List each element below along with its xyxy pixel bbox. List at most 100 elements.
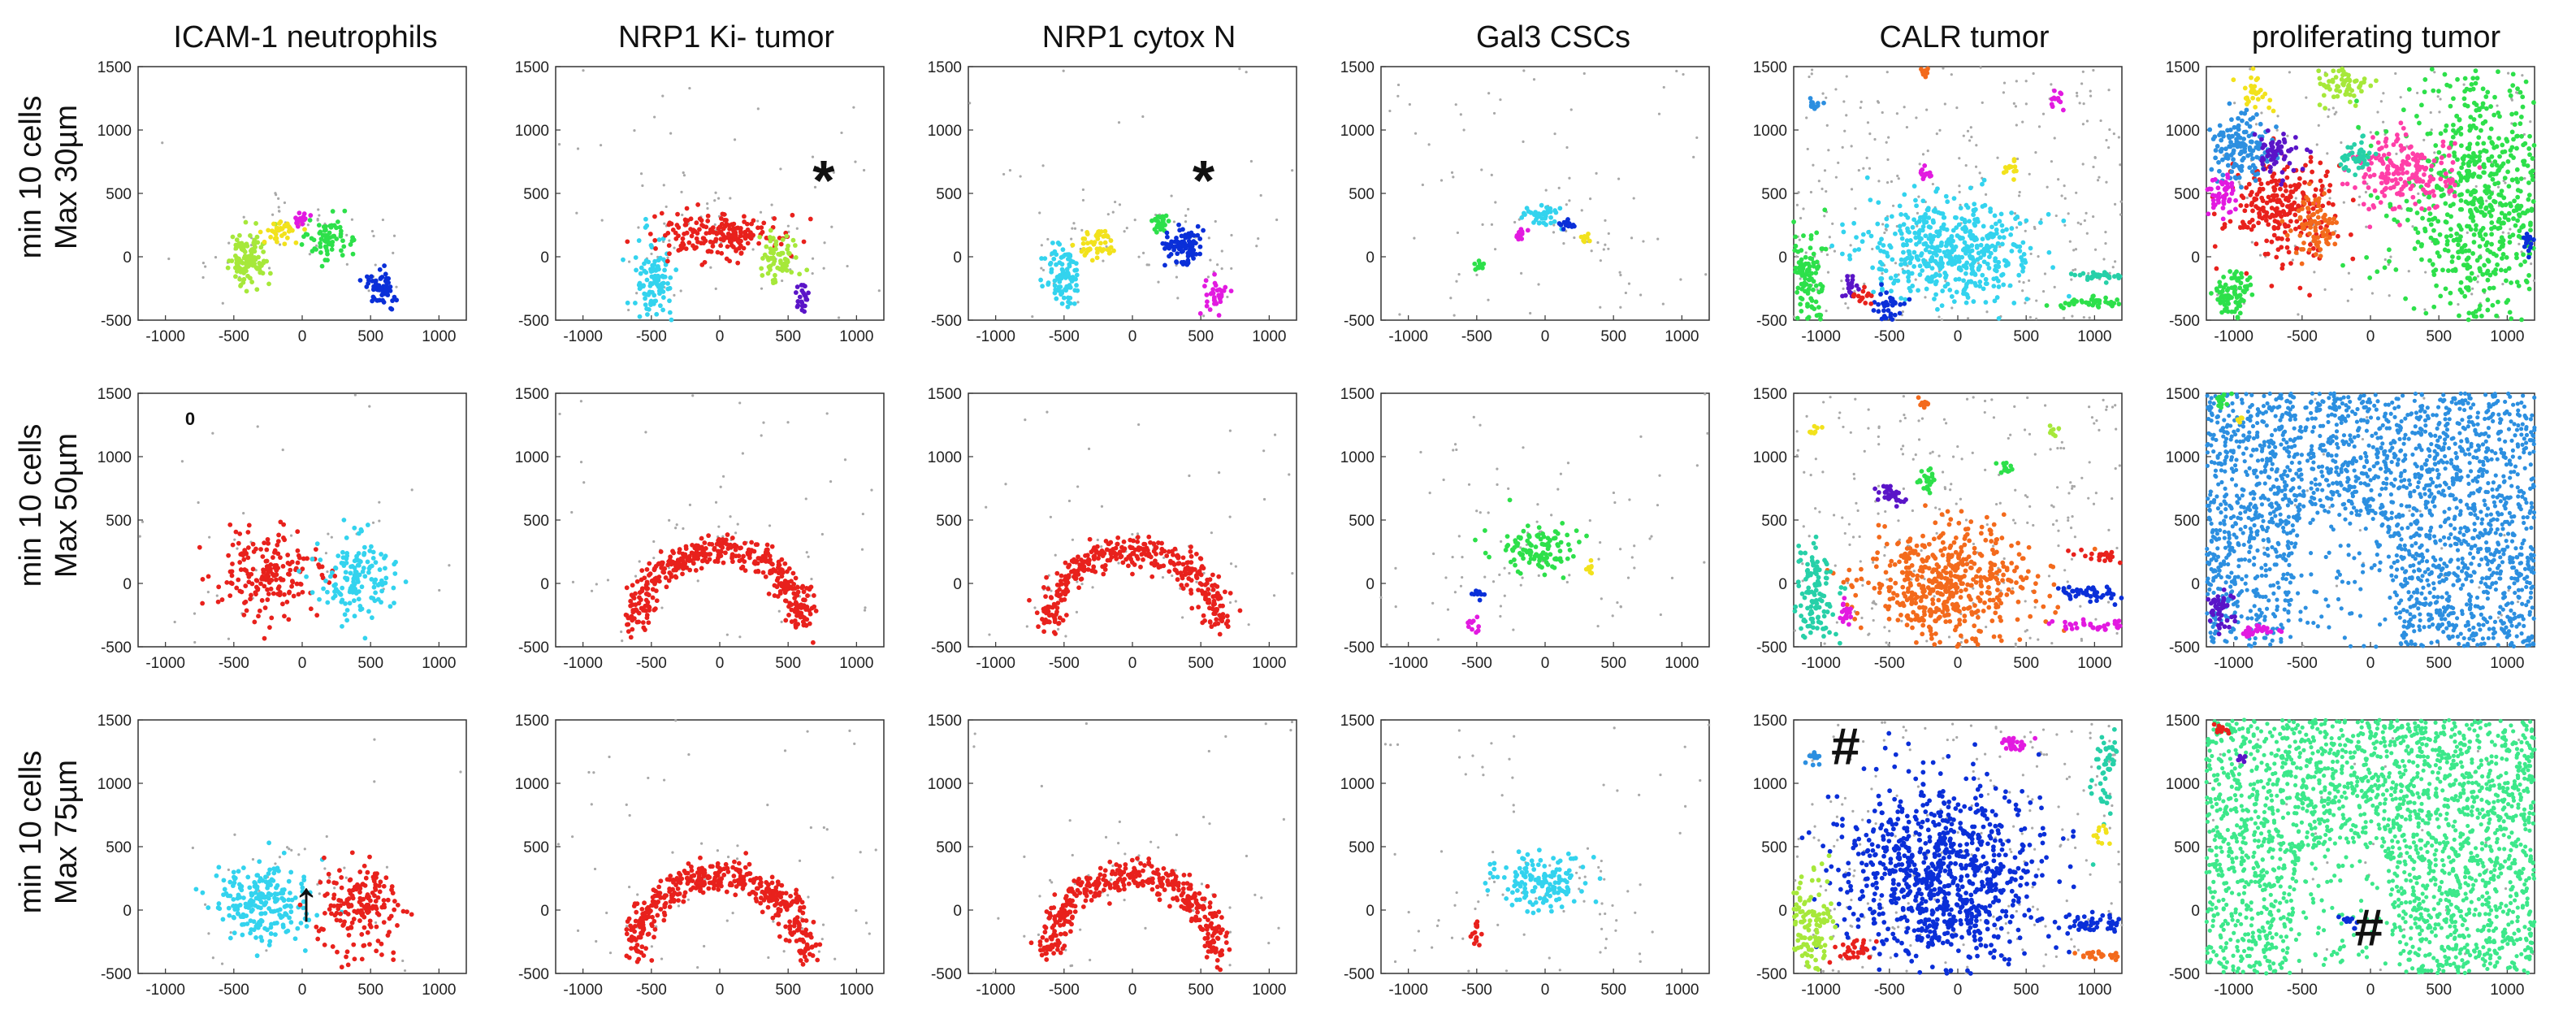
data-point [2225, 172, 2230, 177]
data-point [2448, 103, 2453, 109]
data-point [2283, 154, 2288, 159]
background-point [1041, 164, 1045, 167]
row-label-2-line1: min 10 cells [14, 751, 48, 914]
data-point [1201, 228, 1206, 233]
data-point [1893, 231, 1898, 236]
data-point [1914, 255, 1920, 261]
background-point [1080, 228, 1084, 232]
data-point [2493, 267, 2499, 272]
background-point [1487, 92, 1491, 95]
data-point [2490, 302, 2496, 308]
data-point [374, 297, 380, 303]
y-tick-label: 1000 [515, 123, 549, 140]
x-tick-label: 500 [357, 655, 383, 672]
data-point [2366, 206, 2372, 212]
data-point [216, 584, 222, 590]
data-point [1968, 280, 1974, 284]
data-point [2466, 223, 2472, 229]
data-point [2381, 153, 2387, 158]
data-point [1890, 257, 1895, 262]
background-point [1259, 193, 1262, 197]
data-point [644, 306, 649, 311]
x-tick-label: -500 [636, 328, 667, 345]
data-point [2393, 169, 2399, 175]
data-point [1944, 253, 1949, 258]
background-point [820, 532, 824, 536]
background-point [1940, 319, 1944, 322]
data-point [366, 280, 371, 286]
data-point [2066, 293, 2072, 299]
data-point [783, 257, 789, 262]
data-point [2448, 227, 2453, 232]
data-point [248, 596, 253, 602]
background-point [1998, 245, 2002, 249]
data-point [2322, 191, 2327, 197]
background-point [1817, 180, 1821, 183]
cluster-c11-yellow [2001, 157, 2019, 182]
background-point [709, 266, 712, 269]
data-point [1889, 288, 1894, 294]
data-point [1870, 265, 1876, 271]
data-point [2477, 244, 2483, 249]
background-point [2075, 91, 2079, 95]
data-point [2311, 238, 2317, 244]
data-point [2286, 148, 2291, 154]
background-point [1842, 100, 1846, 103]
background-point [1206, 275, 1210, 279]
data-point [253, 221, 258, 226]
background-point [2093, 156, 2097, 159]
data-point [2473, 68, 2479, 74]
background-point [706, 206, 709, 210]
y-tick-label: 500 [106, 513, 132, 530]
data-point [2419, 206, 2425, 211]
data-point [1094, 255, 1100, 261]
data-point [2293, 145, 2299, 150]
y-tick-label: 500 [2174, 186, 2200, 203]
background-point [2099, 119, 2102, 123]
data-point [257, 608, 262, 613]
data-point [2507, 240, 2513, 245]
data-point [1860, 232, 1866, 237]
data-point [343, 570, 349, 575]
background-point [1885, 181, 1890, 184]
data-point [2499, 210, 2505, 216]
background-point [2018, 190, 2021, 194]
data-point [2400, 192, 2405, 197]
background-point [1462, 128, 1466, 132]
data-point [2267, 98, 2273, 103]
data-point [355, 557, 360, 563]
data-point [2514, 145, 2519, 151]
data-point [2370, 135, 2375, 140]
data-point [2478, 268, 2483, 274]
data-point [1907, 288, 1913, 294]
data-point [2468, 126, 2474, 131]
data-point [1080, 241, 1086, 246]
data-point [295, 548, 301, 553]
data-point [2496, 192, 2502, 197]
background-point [2024, 229, 2027, 232]
data-point [2392, 163, 2397, 169]
data-point [2366, 185, 2371, 190]
data-point [2512, 122, 2518, 128]
data-point [1066, 299, 1071, 305]
background-point [1883, 231, 1886, 235]
data-point [673, 267, 679, 272]
x-tick-label: -1000 [145, 655, 185, 672]
data-point [2242, 208, 2248, 214]
background-point [1187, 207, 1190, 211]
data-point [759, 266, 764, 271]
background-point [621, 639, 624, 643]
background-point [316, 217, 319, 221]
background-point [1137, 255, 1141, 258]
background-point [680, 190, 683, 193]
cluster-c2-green [1791, 207, 1829, 322]
data-point [2350, 256, 2356, 262]
data-point [694, 245, 699, 250]
data-point [2526, 193, 2532, 197]
data-point [2501, 195, 2507, 201]
background-point [1176, 297, 1180, 300]
data-point [253, 592, 258, 597]
data-point [2236, 127, 2241, 132]
data-point [1951, 299, 1957, 305]
